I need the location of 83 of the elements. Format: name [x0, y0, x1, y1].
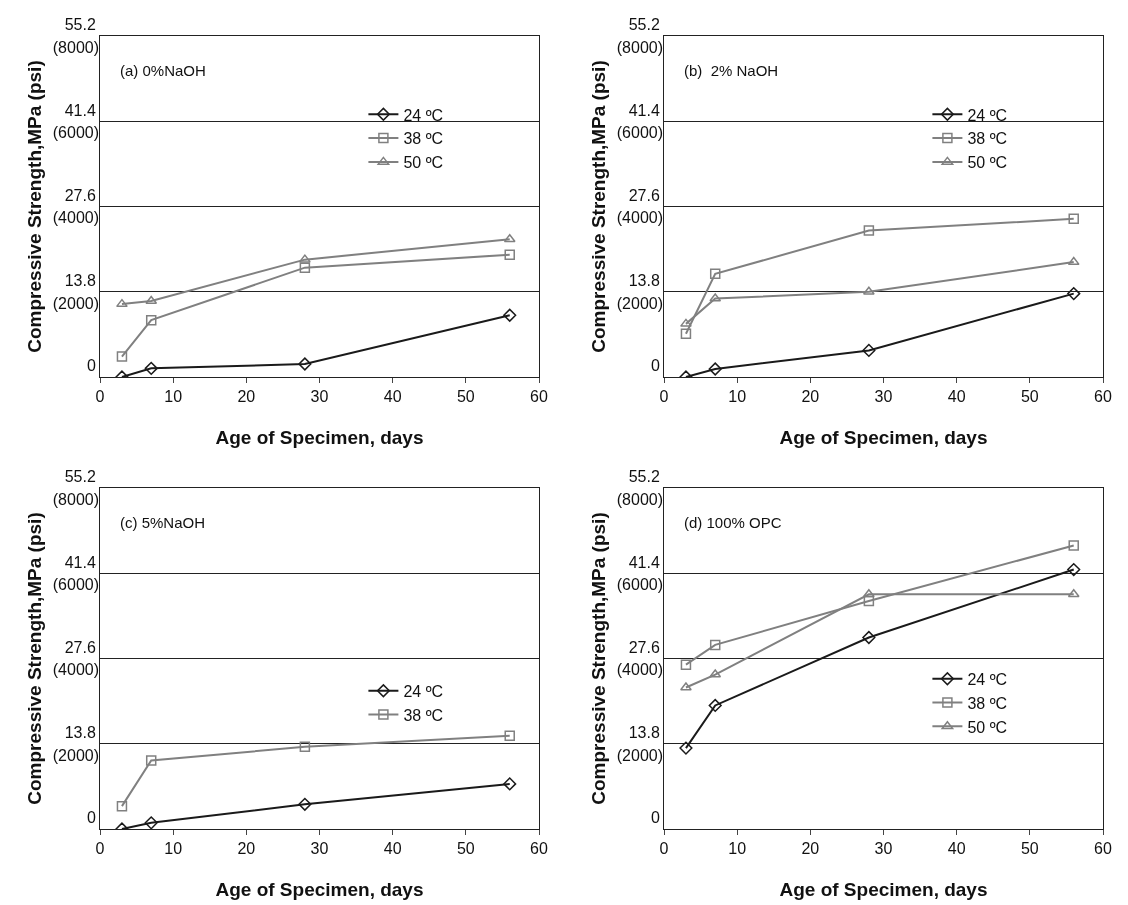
y2-tick-label: (8000): [616, 490, 663, 508]
legend-label: 24 ºC: [403, 106, 444, 124]
annotation: (d) 100% OPC: [684, 514, 782, 531]
y-tick-label: 41.4: [64, 553, 96, 571]
y-tick-label: 41.4: [64, 101, 96, 119]
x-tick-label: 20: [237, 840, 256, 858]
y2-tick-label: (6000): [52, 576, 99, 594]
x-tick-label: 30: [874, 388, 893, 406]
legend-label: 24 ºC: [967, 670, 1008, 688]
y-tick-label: 13.8: [628, 272, 660, 290]
x-tick-label: 50: [456, 388, 475, 406]
legend-label: 50 ºC: [967, 154, 1008, 172]
y-tick-label: 55.2: [64, 16, 96, 34]
y-tick-label: 13.8: [64, 272, 96, 290]
annotation: (b) 2% NaOH: [684, 62, 779, 79]
y2-tick-label: (4000): [616, 209, 663, 227]
y-tick-label: 55.2: [628, 468, 660, 486]
x-tick-label: 40: [383, 388, 402, 406]
y-tick-label: 27.6: [628, 638, 660, 656]
x-tick-label: 20: [237, 388, 256, 406]
x-tick-label: 40: [383, 840, 402, 858]
y2-tick-label: (2000): [52, 294, 99, 312]
legend-label: 50 ºC: [403, 154, 444, 172]
y-tick-label: 0: [86, 809, 96, 827]
y2-tick-label: (8000): [52, 490, 99, 508]
y-tick-label: 41.4: [628, 101, 660, 119]
y2-axis-title: Compressive Strength,MPa (psi): [587, 512, 609, 805]
x-tick-label: 40: [947, 840, 966, 858]
x-tick-label: 50: [1020, 840, 1039, 858]
y-tick-label: 0: [650, 809, 660, 827]
x-tick-label: 10: [728, 388, 747, 406]
y2-tick-label: (6000): [616, 124, 663, 142]
y-tick-label: 27.6: [64, 638, 96, 656]
legend-label: 38 ºC: [403, 130, 444, 148]
y-tick-label: 27.6: [628, 186, 660, 204]
x-tick-label: 60: [1094, 388, 1112, 406]
y-tick-label: 55.2: [64, 468, 96, 486]
y-tick-label: 41.4: [628, 553, 660, 571]
y2-tick-label: (4000): [52, 209, 99, 227]
x-tick-label: 30: [874, 840, 893, 858]
y-tick-label: 13.8: [628, 724, 660, 742]
x-tick-label: 10: [164, 840, 183, 858]
x-tick-label: 60: [530, 388, 548, 406]
annotation: (a) 0%NaOH: [120, 62, 206, 79]
y2-tick-label: (2000): [616, 746, 663, 764]
y-tick-label: 0: [650, 357, 660, 375]
x-tick-label: 10: [164, 388, 183, 406]
x-axis-title: Age of Specimen, days: [215, 879, 424, 900]
y2-tick-label: (2000): [52, 746, 99, 764]
x-tick-label: 60: [530, 840, 548, 858]
y2-axis-title: Compressive Strength,MPa (psi): [23, 512, 45, 805]
legend-label: 38 ºC: [967, 130, 1008, 148]
x-axis-title: Age of Specimen, days: [779, 879, 988, 900]
y2-tick-label: (4000): [52, 661, 99, 679]
x-tick-label: 50: [1020, 388, 1039, 406]
y2-axis-title: Compressive Strength,MPa (psi): [23, 60, 45, 353]
x-tick-label: 40: [947, 388, 966, 406]
x-tick-label: 20: [801, 840, 820, 858]
legend-label: 38 ºC: [403, 706, 444, 724]
y-tick-label: 0: [86, 357, 96, 375]
legend-label: 50 ºC: [967, 718, 1008, 736]
y2-axis-title: Compressive Strength,MPa (psi): [587, 60, 609, 353]
annotation: (c) 5%NaOH: [120, 514, 206, 531]
y2-tick-label: (6000): [616, 576, 663, 594]
y-tick-label: 27.6: [64, 186, 96, 204]
y2-tick-label: (4000): [616, 661, 663, 679]
legend-label: 38 ºC: [967, 694, 1008, 712]
y2-tick-label: (6000): [52, 124, 99, 142]
x-tick-label: 30: [310, 388, 329, 406]
x-tick-label: 50: [456, 840, 475, 858]
x-tick-label: 20: [801, 388, 820, 406]
y2-tick-label: (2000): [616, 294, 663, 312]
legend-label: 24 ºC: [403, 682, 444, 700]
x-tick-label: 60: [1094, 840, 1112, 858]
y-tick-label: 13.8: [64, 724, 96, 742]
legend-label: 24 ºC: [967, 106, 1008, 124]
x-axis-title: Age of Specimen, days: [779, 427, 988, 448]
x-axis-title: Age of Specimen, days: [215, 427, 424, 448]
x-tick-label: 30: [310, 840, 329, 858]
x-tick-label: 10: [728, 840, 747, 858]
y2-tick-label: (8000): [52, 38, 99, 56]
y2-tick-label: (8000): [616, 38, 663, 56]
y-tick-label: 55.2: [628, 16, 660, 34]
